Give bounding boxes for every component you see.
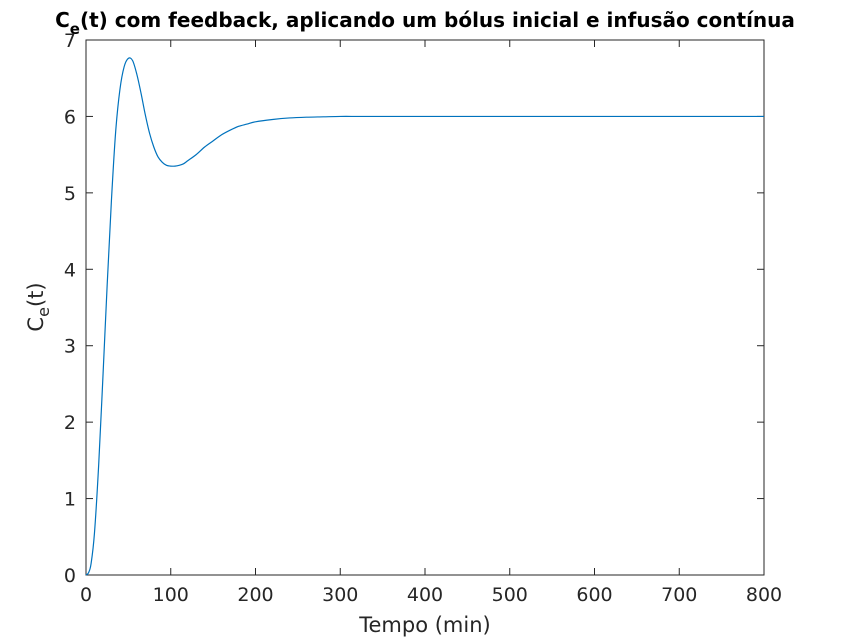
x-tick-label: 200 bbox=[237, 584, 273, 606]
y-tick-label: 3 bbox=[64, 336, 76, 358]
chart-title: Ce(t) com feedback, aplicando um bólus i… bbox=[55, 8, 795, 38]
y-tick-label: 1 bbox=[64, 489, 76, 511]
chart-title-rest: (t) com feedback, aplicando um bólus ini… bbox=[80, 8, 795, 32]
chart-title-main: C bbox=[55, 8, 70, 32]
x-tick-label: 700 bbox=[661, 584, 697, 606]
x-tick-label: 300 bbox=[322, 584, 358, 606]
y-tick-label: 5 bbox=[64, 183, 76, 205]
x-tick-label: 600 bbox=[576, 584, 612, 606]
x-tick-label: 0 bbox=[80, 584, 92, 606]
y-tick-label: 6 bbox=[64, 106, 76, 128]
y-axis-label-rest: (t) bbox=[24, 282, 48, 307]
y-axis-label: Ce(t) bbox=[24, 282, 53, 331]
y-tick-label: 4 bbox=[64, 259, 76, 281]
x-axis-label: Tempo (min) bbox=[358, 613, 490, 637]
x-tick-label: 100 bbox=[153, 584, 189, 606]
y-tick-label: 0 bbox=[64, 565, 76, 587]
y-axis-label-subscript: e bbox=[34, 307, 53, 317]
series-line bbox=[85, 57, 764, 576]
y-axis-label-main: C bbox=[24, 317, 48, 332]
x-tick-label: 500 bbox=[492, 584, 528, 606]
x-axis: 0 100 200 300 400 500 600 700 800 bbox=[80, 40, 782, 606]
x-tick-label: 400 bbox=[407, 584, 443, 606]
y-tick-label: 2 bbox=[64, 412, 76, 434]
chart-title-subscript: e bbox=[70, 20, 80, 38]
y-axis: 0 1 2 3 4 5 6 7 bbox=[64, 30, 764, 587]
x-tick-label: 800 bbox=[746, 584, 782, 606]
plot-area bbox=[85, 39, 765, 576]
y-tick-label: 7 bbox=[64, 30, 76, 52]
